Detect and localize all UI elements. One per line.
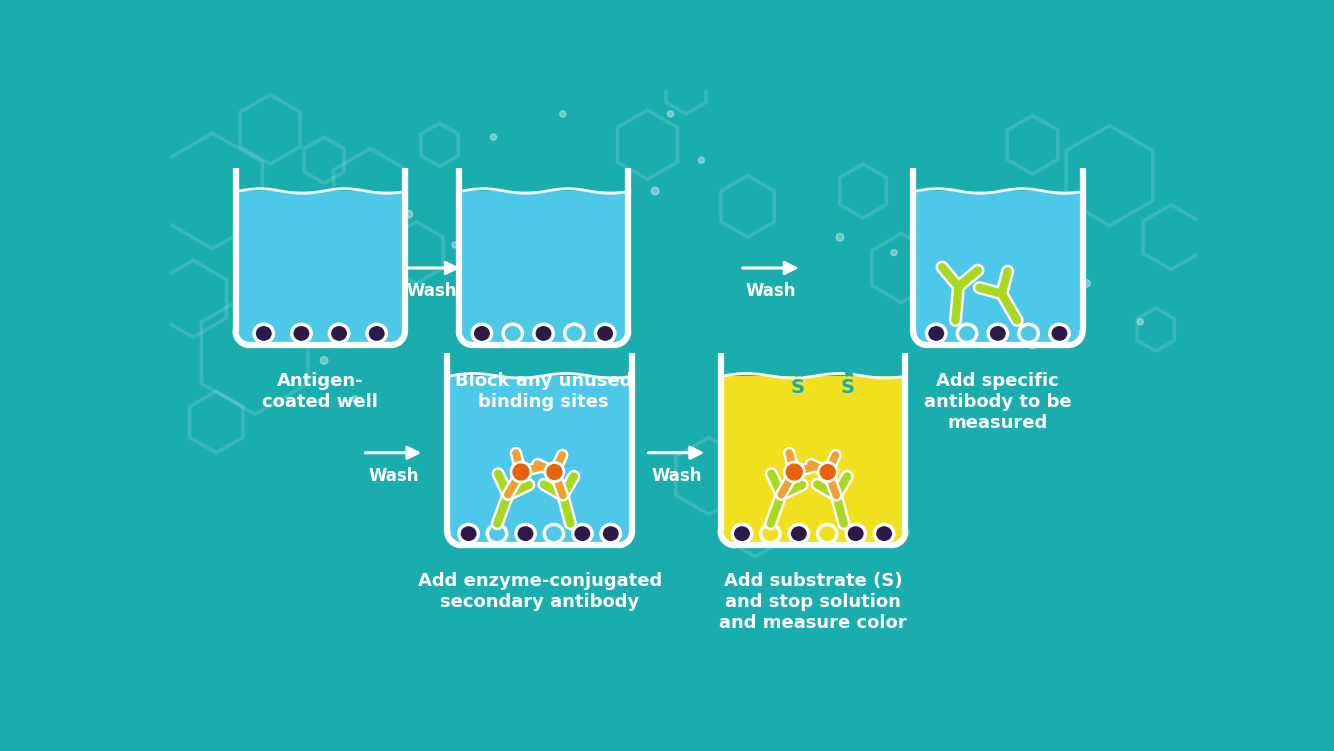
Polygon shape bbox=[915, 191, 1081, 343]
Circle shape bbox=[651, 187, 659, 195]
Polygon shape bbox=[237, 191, 403, 343]
Text: Block any unused
binding sites: Block any unused binding sites bbox=[455, 372, 632, 411]
Ellipse shape bbox=[874, 524, 894, 543]
Ellipse shape bbox=[253, 324, 273, 342]
Text: Wash: Wash bbox=[746, 282, 796, 300]
Circle shape bbox=[251, 286, 259, 296]
Ellipse shape bbox=[595, 324, 615, 342]
Text: S: S bbox=[791, 378, 804, 397]
Ellipse shape bbox=[516, 524, 535, 543]
Text: Wash: Wash bbox=[651, 466, 702, 484]
Ellipse shape bbox=[602, 524, 620, 543]
Circle shape bbox=[474, 464, 482, 472]
Ellipse shape bbox=[534, 324, 554, 342]
Circle shape bbox=[698, 157, 704, 163]
Circle shape bbox=[522, 434, 527, 441]
Ellipse shape bbox=[572, 524, 592, 543]
Ellipse shape bbox=[732, 524, 751, 543]
Circle shape bbox=[283, 303, 288, 309]
Ellipse shape bbox=[329, 324, 348, 342]
Ellipse shape bbox=[846, 524, 866, 543]
Circle shape bbox=[722, 496, 727, 502]
Circle shape bbox=[767, 449, 775, 457]
Circle shape bbox=[352, 396, 358, 402]
Text: Add substrate (S)
and stop solution
and measure color: Add substrate (S) and stop solution and … bbox=[719, 572, 907, 632]
Circle shape bbox=[891, 249, 896, 255]
Circle shape bbox=[818, 463, 838, 481]
Text: Wash: Wash bbox=[407, 282, 458, 300]
Polygon shape bbox=[723, 376, 903, 544]
Circle shape bbox=[560, 111, 566, 117]
Circle shape bbox=[836, 234, 844, 241]
Circle shape bbox=[305, 234, 312, 241]
Circle shape bbox=[236, 234, 243, 240]
Text: Add specific
antibody to be
measured: Add specific antibody to be measured bbox=[924, 372, 1071, 432]
Circle shape bbox=[491, 134, 496, 140]
Ellipse shape bbox=[459, 524, 479, 543]
Circle shape bbox=[1082, 279, 1090, 287]
Text: S: S bbox=[840, 378, 855, 397]
Ellipse shape bbox=[367, 324, 387, 342]
Circle shape bbox=[1029, 341, 1037, 349]
Circle shape bbox=[452, 242, 458, 248]
Text: Antigen-
coated well: Antigen- coated well bbox=[263, 372, 378, 411]
Ellipse shape bbox=[1050, 324, 1069, 342]
Circle shape bbox=[320, 357, 328, 364]
Text: Wash: Wash bbox=[368, 466, 419, 484]
Ellipse shape bbox=[472, 324, 492, 342]
Ellipse shape bbox=[988, 324, 1007, 342]
Circle shape bbox=[1137, 319, 1143, 325]
Polygon shape bbox=[460, 191, 627, 343]
Text: Add enzyme-conjugated
secondary antibody: Add enzyme-conjugated secondary antibody bbox=[418, 572, 662, 611]
Polygon shape bbox=[450, 376, 631, 544]
Ellipse shape bbox=[927, 324, 946, 342]
Circle shape bbox=[406, 210, 412, 218]
Circle shape bbox=[544, 463, 564, 481]
Circle shape bbox=[667, 111, 674, 117]
Ellipse shape bbox=[790, 524, 808, 543]
Ellipse shape bbox=[292, 324, 311, 342]
Circle shape bbox=[511, 462, 531, 482]
Circle shape bbox=[784, 462, 804, 482]
